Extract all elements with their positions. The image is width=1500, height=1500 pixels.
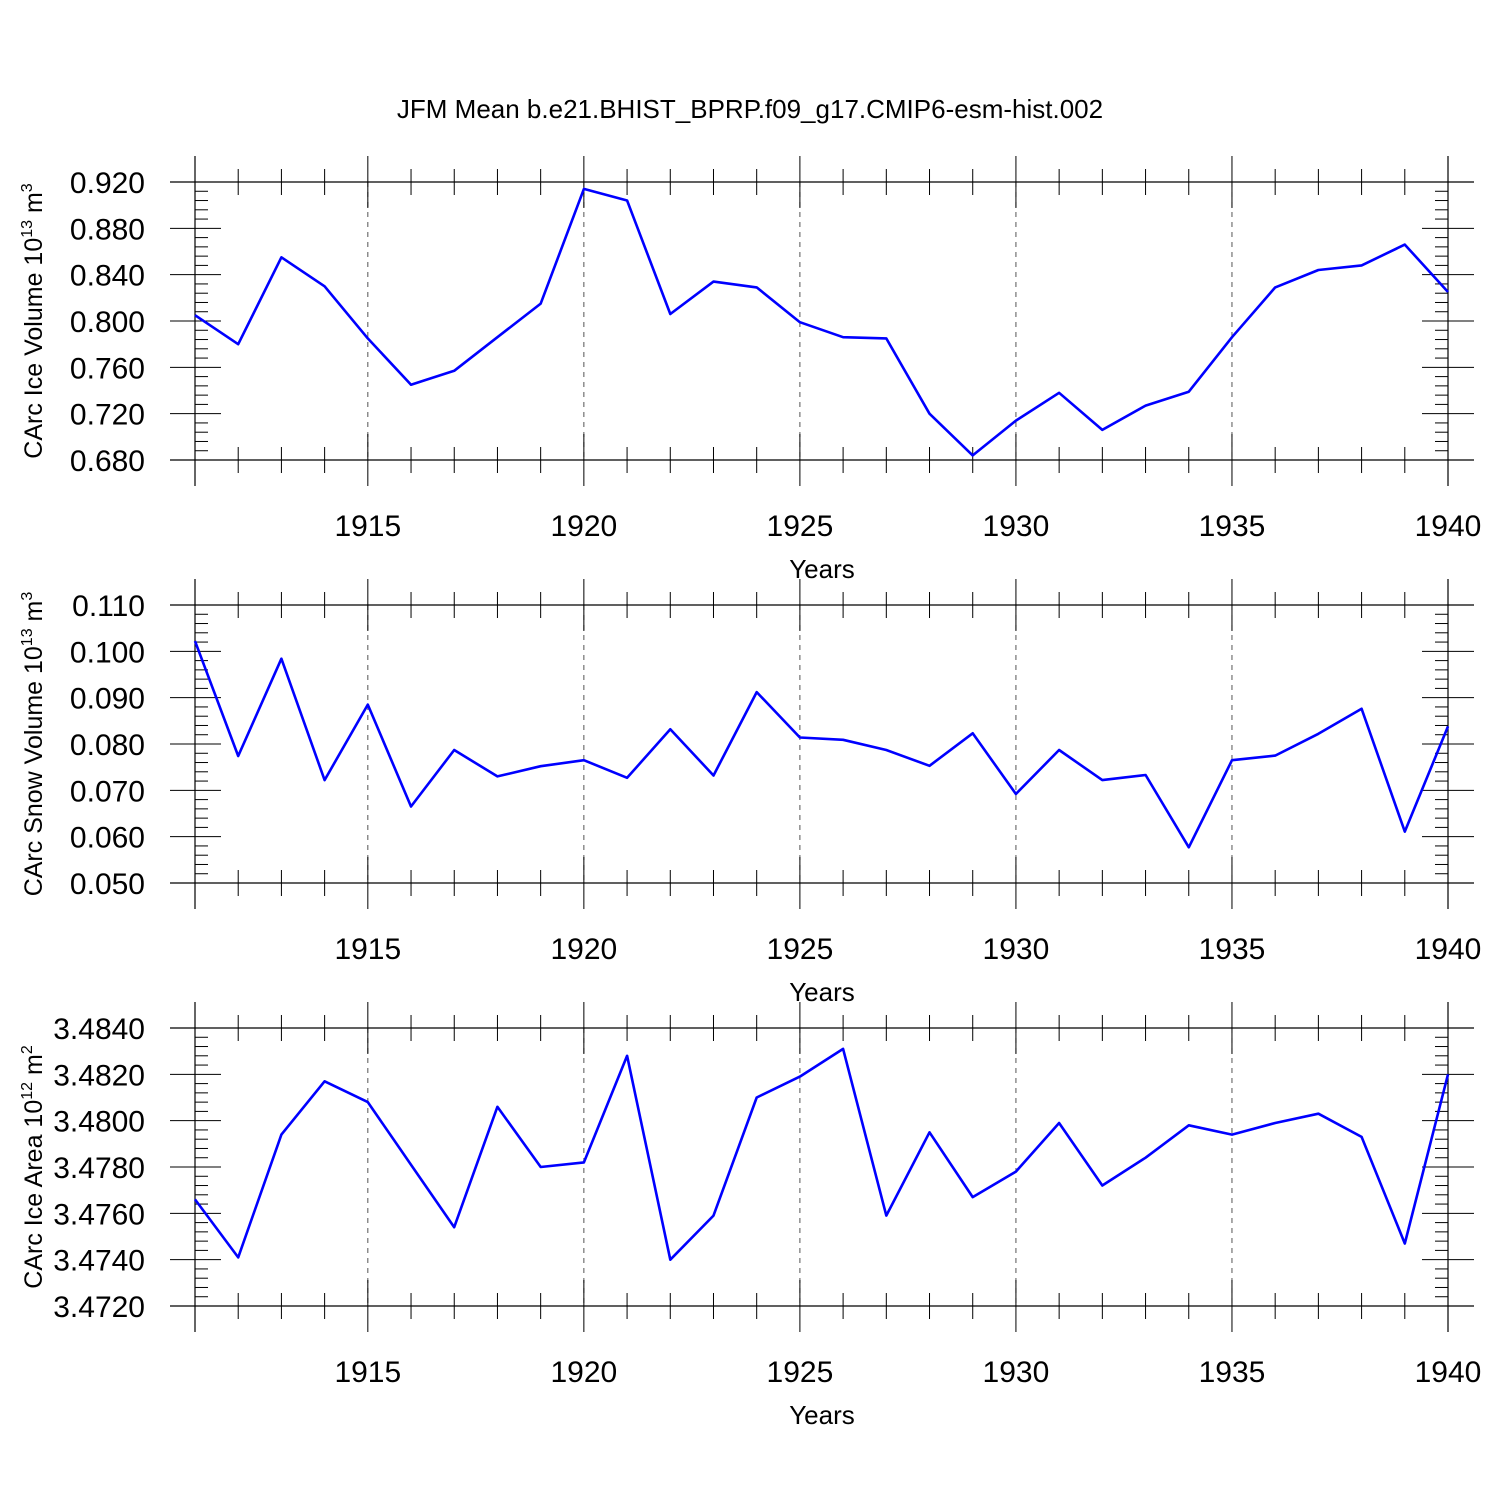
- y-tick-label: 3.4780: [53, 1152, 145, 1185]
- y-tick-label: 0.920: [70, 167, 145, 200]
- y-tick-label: 3.4840: [53, 1013, 145, 1046]
- y-axis-label: CArc Snow Volume 1013 m3: [19, 592, 48, 897]
- x-tick-label: 1915: [334, 1356, 401, 1389]
- x-tick-label: 1935: [1199, 1356, 1266, 1389]
- chart-panel-2: 0.110 0.100 0.090 0.080 0.070 0.060 0.050 1915 1…: [19, 579, 1481, 1007]
- y-tick-label: 0.720: [70, 399, 145, 432]
- chart-panel-1: 0.920 0.880 0.840 0.800 0.760 0.720 0.680 1915 1…: [19, 156, 1481, 584]
- y-tick-label: 0.840: [70, 260, 145, 293]
- y-axis-label: CArc Ice Volume 1013 m3: [19, 183, 48, 459]
- x-tick-label: 1920: [550, 1356, 617, 1389]
- y-tick-label: 0.680: [70, 445, 145, 478]
- y-tick-label: 3.4720: [53, 1291, 145, 1324]
- y-tick-label: 0.050: [70, 868, 145, 901]
- x-tick-label: 1930: [983, 933, 1050, 966]
- y-tick-label: 0.090: [70, 683, 145, 716]
- x-tick-label: 1940: [1415, 933, 1482, 966]
- x-tick-label: 1915: [334, 933, 401, 966]
- x-axis-label: Years: [789, 977, 855, 1007]
- series-line: [193, 1047, 1450, 1261]
- x-tick-label: 1920: [550, 510, 617, 543]
- y-tick-label: 0.760: [70, 352, 145, 385]
- x-tick-label: 1930: [983, 1356, 1050, 1389]
- y-tick-label: 3.4760: [53, 1198, 145, 1231]
- y-tick-label: 3.4820: [53, 1059, 145, 1092]
- x-tick-label: 1935: [1199, 510, 1266, 543]
- y-tick-label: 0.070: [70, 775, 145, 808]
- x-tick-label: 1920: [550, 933, 617, 966]
- x-tick-label: 1935: [1199, 933, 1266, 966]
- x-tick-label: 1925: [767, 933, 834, 966]
- x-axis-label: Years: [789, 554, 855, 584]
- y-tick-label: 0.110: [72, 590, 145, 623]
- chart-panels: 0.920 0.880 0.840 0.800 0.760 0.720 0.680 1915 1…: [19, 156, 1481, 1430]
- x-axis-label: Years: [789, 1400, 855, 1430]
- y-tick-label: 0.880: [70, 213, 145, 246]
- x-tick-label: 1925: [767, 510, 834, 543]
- x-tick-label: 1925: [767, 1356, 834, 1389]
- series-line: [194, 187, 1449, 457]
- y-tick-label: 0.800: [70, 306, 145, 339]
- x-tick-label: 1930: [983, 510, 1050, 543]
- x-tick-label: 1940: [1415, 510, 1482, 543]
- y-tick-label: 0.060: [70, 822, 145, 855]
- chart-title: JFM Mean b.e21.BHIST_BPRP.f09_g17.CMIP6-…: [397, 94, 1103, 124]
- series-line: [193, 640, 1450, 849]
- chart-panel-3: 3.4840 3.4820 3.4800 3.4780 3.4760 3.4740 3.47…: [19, 1002, 1481, 1430]
- y-axis-label: CArc Ice Area 1012 m2: [19, 1045, 48, 1289]
- x-tick-label: 1940: [1415, 1356, 1482, 1389]
- y-tick-label: 3.4800: [53, 1106, 145, 1139]
- y-tick-label: 0.080: [70, 729, 145, 762]
- y-tick-label: 0.100: [70, 636, 145, 669]
- x-tick-label: 1915: [334, 510, 401, 543]
- y-tick-label: 3.4740: [53, 1245, 145, 1278]
